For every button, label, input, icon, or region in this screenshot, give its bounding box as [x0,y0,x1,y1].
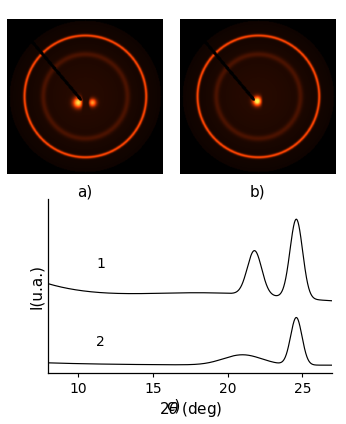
Text: b): b) [250,184,266,199]
Text: 1: 1 [96,257,105,271]
Text: c): c) [166,399,180,413]
Y-axis label: I(u.a.): I(u.a.) [29,264,44,309]
Text: 2: 2 [96,335,105,349]
Text: a): a) [77,184,92,199]
X-axis label: $2\theta$ (deg): $2\theta$ (deg) [158,400,222,419]
